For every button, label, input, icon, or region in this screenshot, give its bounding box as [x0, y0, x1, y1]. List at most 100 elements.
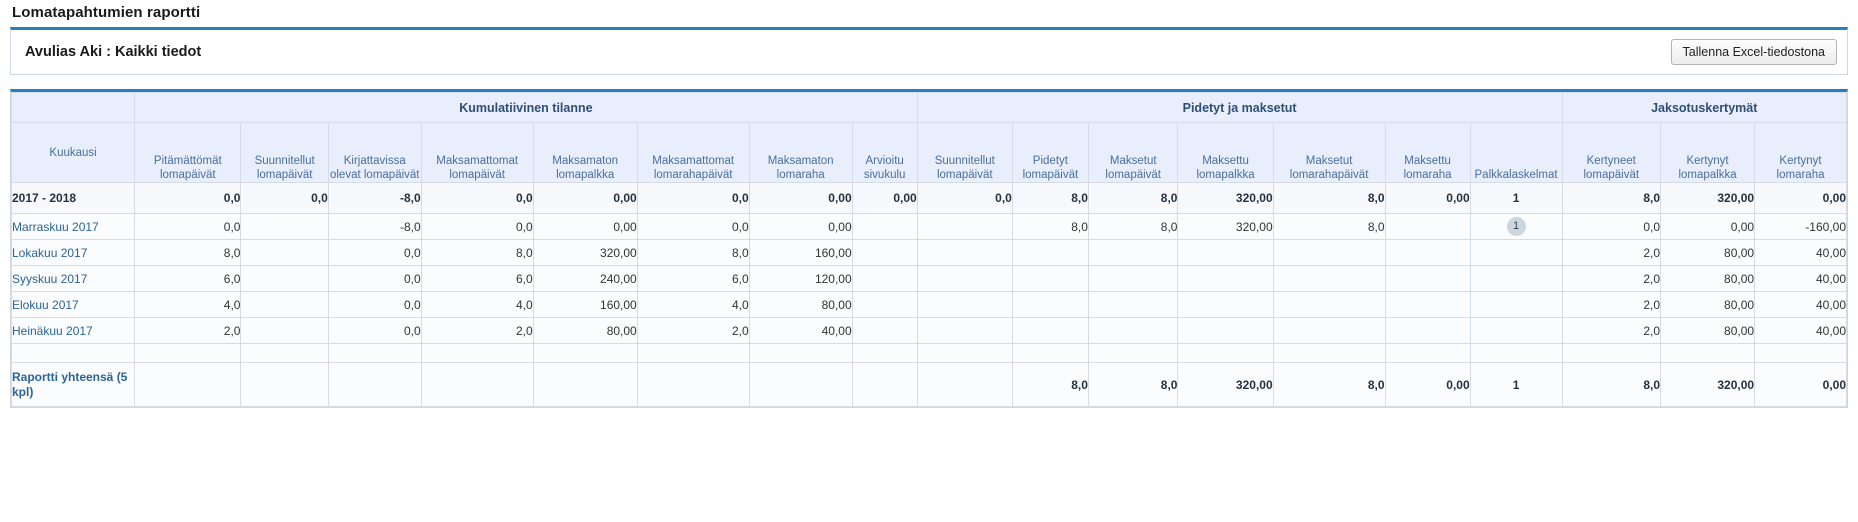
- month-row-2-cell-15: 2,0: [1561, 265, 1662, 292]
- column-header-2[interactable]: Suunnitellut lomapäivät: [240, 122, 329, 183]
- period-total-row-cell-2: -8,0: [327, 182, 422, 214]
- spacer-cell: [532, 343, 638, 363]
- report-table: Kumulatiivinen tilanne Pidetyt ja maksetu…: [11, 92, 1847, 407]
- spacer-cell: [420, 343, 534, 363]
- column-header-3[interactable]: Kirjattavissa olevat lomapäivät: [327, 122, 422, 183]
- column-header-9[interactable]: Suunnitellut lomapäivät: [916, 122, 1013, 183]
- month-row-2-cell-5: 6,0: [636, 265, 750, 292]
- month-row-4-cell-3: 2,0: [420, 317, 534, 344]
- period-total-row-cell-0: 0,0: [134, 182, 242, 214]
- table-body: 2017 - 2018 0,0 0,0 -8,0 0,0 0,00 0,0 0,00 0,00 0…: [11, 182, 1847, 407]
- month-row-1-cell-3: 8,0: [420, 239, 534, 266]
- month-row-0-cell-17: -160,00: [1754, 213, 1847, 240]
- payslip-count-badge[interactable]: 1: [1506, 217, 1526, 236]
- column-header-13[interactable]: Maksetut lomarahapäivät: [1272, 122, 1386, 183]
- report-grand-total-row-cell-15: 8,0: [1561, 362, 1662, 407]
- report-grand-total-row-label: Raportti yhteensä (5 kpl): [11, 362, 136, 407]
- month-row-0-cell-7: [851, 213, 918, 240]
- month-row-4-cell-0: 2,0: [134, 317, 242, 344]
- month-row-4-cell-16: 80,00: [1660, 317, 1756, 344]
- month-row-0-cell-3: 0,0: [420, 213, 534, 240]
- month-row-4-cell-17: 40,00: [1754, 317, 1847, 344]
- column-header-12[interactable]: Maksettu lomapalkka: [1177, 122, 1274, 183]
- month-row-1-cell-12: [1272, 239, 1386, 266]
- month-row-4-cell-9: [1011, 317, 1089, 344]
- month-row-3-cell-5: 4,0: [636, 291, 750, 318]
- month-row-2-cell-1: [240, 265, 329, 292]
- report-panel: Avulias Aki : Kaikki tiedot Tallenna Exc…: [10, 27, 1848, 75]
- month-row-3-cell-10: [1087, 291, 1179, 318]
- month-row-0-cell-13: [1384, 213, 1471, 240]
- report-grand-total-row-cell-2: [327, 362, 422, 407]
- month-row-1-cell-13: [1384, 239, 1471, 266]
- month-row-3-cell-3: 4,0: [420, 291, 534, 318]
- report-grand-total-row-cell-8: [916, 362, 1013, 407]
- month-row-0: Marraskuu 2017 0,0 -8,0 0,0 0,00 0,0 0,00 8,0 8,…: [11, 213, 1847, 240]
- column-header-0[interactable]: Kuukausi: [11, 122, 136, 183]
- month-row-0-label: Marraskuu 2017: [11, 213, 136, 240]
- month-row-0-cell-11: 320,00: [1177, 213, 1274, 240]
- period-total-row-cell-13: 0,00: [1384, 182, 1471, 214]
- column-header-6[interactable]: Maksamattomat lomarahapäivät: [636, 122, 750, 183]
- period-total-row: 2017 - 2018 0,0 0,0 -8,0 0,0 0,00 0,0 0,00 0,00 0…: [11, 182, 1847, 214]
- report-grand-total-row: Raportti yhteensä (5 kpl) 8,0 8,0 320,00 8,0…: [11, 362, 1847, 407]
- month-row-0-cell-1: [240, 213, 329, 240]
- spacer-cell: [1754, 343, 1847, 363]
- spacer-cell: [916, 343, 1013, 363]
- report-grand-total-row-cell-1: [240, 362, 329, 407]
- report-grand-total-row-cell-6: [748, 362, 853, 407]
- period-total-row-cell-1: 0,0: [240, 182, 329, 214]
- column-header-5[interactable]: Maksamaton lomapalkka: [532, 122, 638, 183]
- month-row-0-cell-8: [916, 213, 1013, 240]
- month-row-3-cell-8: [916, 291, 1013, 318]
- month-row-0-cell-5: 0,0: [636, 213, 750, 240]
- spacer-cell: [1272, 343, 1386, 363]
- month-row-3-cell-1: [240, 291, 329, 318]
- month-row-0-cell-14[interactable]: 1: [1469, 213, 1563, 240]
- column-header-1[interactable]: Pitämättömät lomapäivät: [134, 122, 242, 183]
- spacer-cell: [134, 343, 242, 363]
- spacer-cell: [851, 343, 918, 363]
- table-spacer-row: [11, 343, 1847, 363]
- month-row-2-cell-4: 240,00: [532, 265, 638, 292]
- column-header-7[interactable]: Maksamaton lomaraha: [748, 122, 853, 183]
- month-row-3-cell-17: 40,00: [1754, 291, 1847, 318]
- column-header-16[interactable]: Kertyneet lomapäivät: [1561, 122, 1662, 183]
- month-row-1-cell-5: 8,0: [636, 239, 750, 266]
- column-header-8[interactable]: Arvioitu sivukulu: [851, 122, 918, 183]
- period-total-row-cell-4: 0,00: [532, 182, 638, 214]
- month-row-3-cell-15: 2,0: [1561, 291, 1662, 318]
- month-row-4-cell-5: 2,0: [636, 317, 750, 344]
- period-total-row-cell-7: 0,00: [851, 182, 918, 214]
- group-header-3: Jaksotuskertymät: [1561, 92, 1847, 123]
- month-row-1-cell-7: [851, 239, 918, 266]
- month-row-3-cell-14: [1469, 291, 1563, 318]
- report-grand-total-row-cell-9: 8,0: [1011, 362, 1089, 407]
- column-header-4[interactable]: Maksamattomat lomapäivät: [420, 122, 534, 183]
- period-total-row-cell-10: 8,0: [1087, 182, 1179, 214]
- column-header-11[interactable]: Maksetut lomapäivät: [1087, 122, 1179, 183]
- report-grand-total-row-cell-13: 0,00: [1384, 362, 1471, 407]
- column-header-10[interactable]: Pidetyt lomapäivät: [1011, 122, 1089, 183]
- group-header-1: Kumulatiivinen tilanne: [134, 92, 918, 123]
- report-grand-total-row-cell-16: 320,00: [1660, 362, 1756, 407]
- period-total-row-cell-14: 1: [1469, 182, 1563, 214]
- column-header-15[interactable]: Palkkalaskelmat: [1469, 122, 1563, 183]
- panel-heading: Avulias Aki : Kaikki tiedot: [25, 44, 202, 60]
- column-header-18[interactable]: Kertynyt lomaraha: [1754, 122, 1847, 183]
- month-row-0-cell-12: 8,0: [1272, 213, 1386, 240]
- month-row-1-cell-17: 40,00: [1754, 239, 1847, 266]
- spacer-cell: [11, 343, 136, 363]
- column-header-17[interactable]: Kertynyt lomapalkka: [1660, 122, 1756, 183]
- month-row-2-cell-13: [1384, 265, 1471, 292]
- month-row-1-cell-14: [1469, 239, 1563, 266]
- month-row-3-cell-9: [1011, 291, 1089, 318]
- month-row-2-cell-12: [1272, 265, 1386, 292]
- month-row-3-cell-16: 80,00: [1660, 291, 1756, 318]
- column-header-14[interactable]: Maksettu lomaraha: [1384, 122, 1471, 183]
- save-excel-button[interactable]: Tallenna Excel-tiedostona: [1670, 39, 1837, 65]
- month-row-4-cell-7: [851, 317, 918, 344]
- group-header-2: Pidetyt ja maksetut: [916, 92, 1563, 123]
- month-row-3-cell-6: 80,00: [748, 291, 853, 318]
